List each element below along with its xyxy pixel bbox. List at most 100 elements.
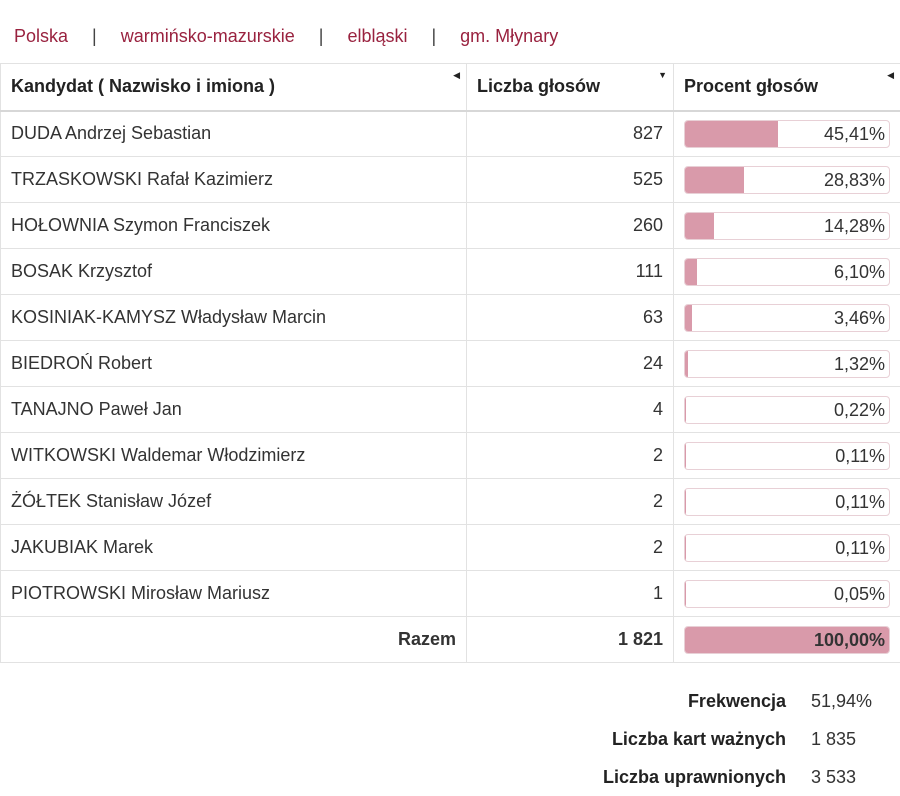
- candidate-name: JAKUBIAK Marek: [1, 525, 467, 571]
- percent-cell: 0,05%: [674, 571, 900, 617]
- percent-bar: 0,11%: [684, 534, 890, 562]
- percent-cell: 45,41%: [674, 111, 900, 157]
- breadcrumb-link-municipality[interactable]: gm. Młynary: [460, 26, 558, 47]
- breadcrumb-link-country[interactable]: Polska: [14, 26, 68, 47]
- percent-bar: 1,32%: [684, 350, 890, 378]
- percent-bar-fill: [685, 351, 688, 377]
- breadcrumb-separator: |: [431, 26, 436, 47]
- breadcrumb-link-county[interactable]: elbląski: [347, 26, 407, 47]
- candidate-name: TRZASKOWSKI Rafał Kazimierz: [1, 157, 467, 203]
- percent-bar: 6,10%: [684, 258, 890, 286]
- percent-cell: 0,22%: [674, 387, 900, 433]
- vote-count: 2: [467, 479, 674, 525]
- vote-percent: 0,11%: [835, 443, 885, 469]
- percent-cell: 6,10%: [674, 249, 900, 295]
- percent-cell: 14,28%: [674, 203, 900, 249]
- percent-cell: 3,46%: [674, 295, 900, 341]
- vote-percent: 1,32%: [834, 351, 885, 377]
- percent-bar-fill: [685, 259, 697, 285]
- candidate-name: KOSINIAK-KAMYSZ Władysław Marcin: [1, 295, 467, 341]
- percent-cell: 0,11%: [674, 525, 900, 571]
- percent-cell: 0,11%: [674, 433, 900, 479]
- vote-count: 827: [467, 111, 674, 157]
- vote-count: 2: [467, 433, 674, 479]
- candidate-name: PIOTROWSKI Mirosław Mariusz: [1, 571, 467, 617]
- total-percent: 100,00%: [814, 627, 885, 653]
- vote-percent: 28,83%: [824, 167, 885, 193]
- column-header-label: Kandydat ( Nazwisko i imiona ): [11, 76, 275, 96]
- vote-count: 525: [467, 157, 674, 203]
- percent-bar: 14,28%: [684, 212, 890, 240]
- table-header-row: Kandydat ( Nazwisko i imiona ) ◀ Liczba …: [1, 64, 900, 111]
- breadcrumb-separator: |: [319, 26, 324, 47]
- summary-value: 1 835: [786, 729, 856, 750]
- breadcrumb: Polska | warmińsko-mazurskie | elbląski …: [14, 24, 558, 48]
- column-header-label: Liczba głosów: [477, 76, 600, 96]
- sort-left-icon[interactable]: ◀: [887, 70, 894, 81]
- breadcrumb-link-voivodeship[interactable]: warmińsko-mazurskie: [121, 26, 295, 47]
- vote-percent: 0,11%: [835, 489, 885, 515]
- vote-count: 63: [467, 295, 674, 341]
- vote-count: 2: [467, 525, 674, 571]
- percent-bar: 3,46%: [684, 304, 890, 332]
- column-header-percent[interactable]: Procent głosów ◀: [674, 64, 900, 111]
- vote-percent: 0,22%: [834, 397, 885, 423]
- column-header-votes[interactable]: Liczba głosów ▼: [467, 64, 674, 111]
- summary-label: Liczba uprawnionych: [560, 767, 786, 788]
- candidate-name: BIEDROŃ Robert: [1, 341, 467, 387]
- summary-value: 3 533: [786, 767, 856, 788]
- total-percent-cell: 100,00%: [674, 617, 900, 663]
- vote-percent: 14,28%: [824, 213, 885, 239]
- percent-bar-fill: [685, 213, 714, 239]
- vote-percent: 0,05%: [834, 581, 885, 607]
- vote-count: 24: [467, 341, 674, 387]
- candidate-name: WITKOWSKI Waldemar Włodzimierz: [1, 433, 467, 479]
- candidate-name: TANAJNO Paweł Jan: [1, 387, 467, 433]
- vote-percent: 45,41%: [824, 121, 885, 147]
- percent-bar: 0,11%: [684, 442, 890, 470]
- vote-percent: 0,11%: [835, 535, 885, 561]
- percent-bar-fill: [685, 167, 744, 193]
- results-table: Kandydat ( Nazwisko i imiona ) ◀ Liczba …: [0, 63, 900, 663]
- vote-count: 111: [467, 249, 674, 295]
- total-votes: 1 821: [467, 617, 674, 663]
- percent-cell: 1,32%: [674, 341, 900, 387]
- column-header-label: Procent głosów: [684, 76, 818, 96]
- turnout-summary: Frekwencja 51,94% Liczba kart ważnych 1 …: [560, 682, 900, 796]
- vote-count: 1: [467, 571, 674, 617]
- percent-cell: 28,83%: [674, 157, 900, 203]
- candidate-name: HOŁOWNIA Szymon Franciszek: [1, 203, 467, 249]
- summary-row-turnout: Frekwencja 51,94%: [560, 682, 900, 720]
- percent-bar: 0,11%: [684, 488, 890, 516]
- percent-bar: 0,22%: [684, 396, 890, 424]
- vote-count: 4: [467, 387, 674, 433]
- summary-row-valid-ballots: Liczba kart ważnych 1 835: [560, 720, 900, 758]
- column-header-candidate[interactable]: Kandydat ( Nazwisko i imiona ) ◀: [1, 64, 467, 111]
- candidate-name: DUDA Andrzej Sebastian: [1, 111, 467, 157]
- percent-bar-fill: [685, 121, 778, 147]
- vote-count: 260: [467, 203, 674, 249]
- percent-bar: 100,00%: [684, 626, 890, 654]
- sort-down-icon[interactable]: ▼: [658, 70, 667, 80]
- summary-label: Liczba kart ważnych: [560, 729, 786, 750]
- candidate-name: BOSAK Krzysztof: [1, 249, 467, 295]
- total-label: Razem: [1, 617, 467, 663]
- percent-bar: 0,05%: [684, 580, 890, 608]
- percent-bar: 28,83%: [684, 166, 890, 194]
- total-row: Razem 1 821 100,00%: [1, 617, 900, 663]
- percent-cell: 0,11%: [674, 479, 900, 525]
- vote-percent: 3,46%: [834, 305, 885, 331]
- summary-value: 51,94%: [786, 691, 872, 712]
- sort-left-icon[interactable]: ◀: [453, 70, 460, 81]
- candidate-name: ŻÓŁTEK Stanisław Józef: [1, 479, 467, 525]
